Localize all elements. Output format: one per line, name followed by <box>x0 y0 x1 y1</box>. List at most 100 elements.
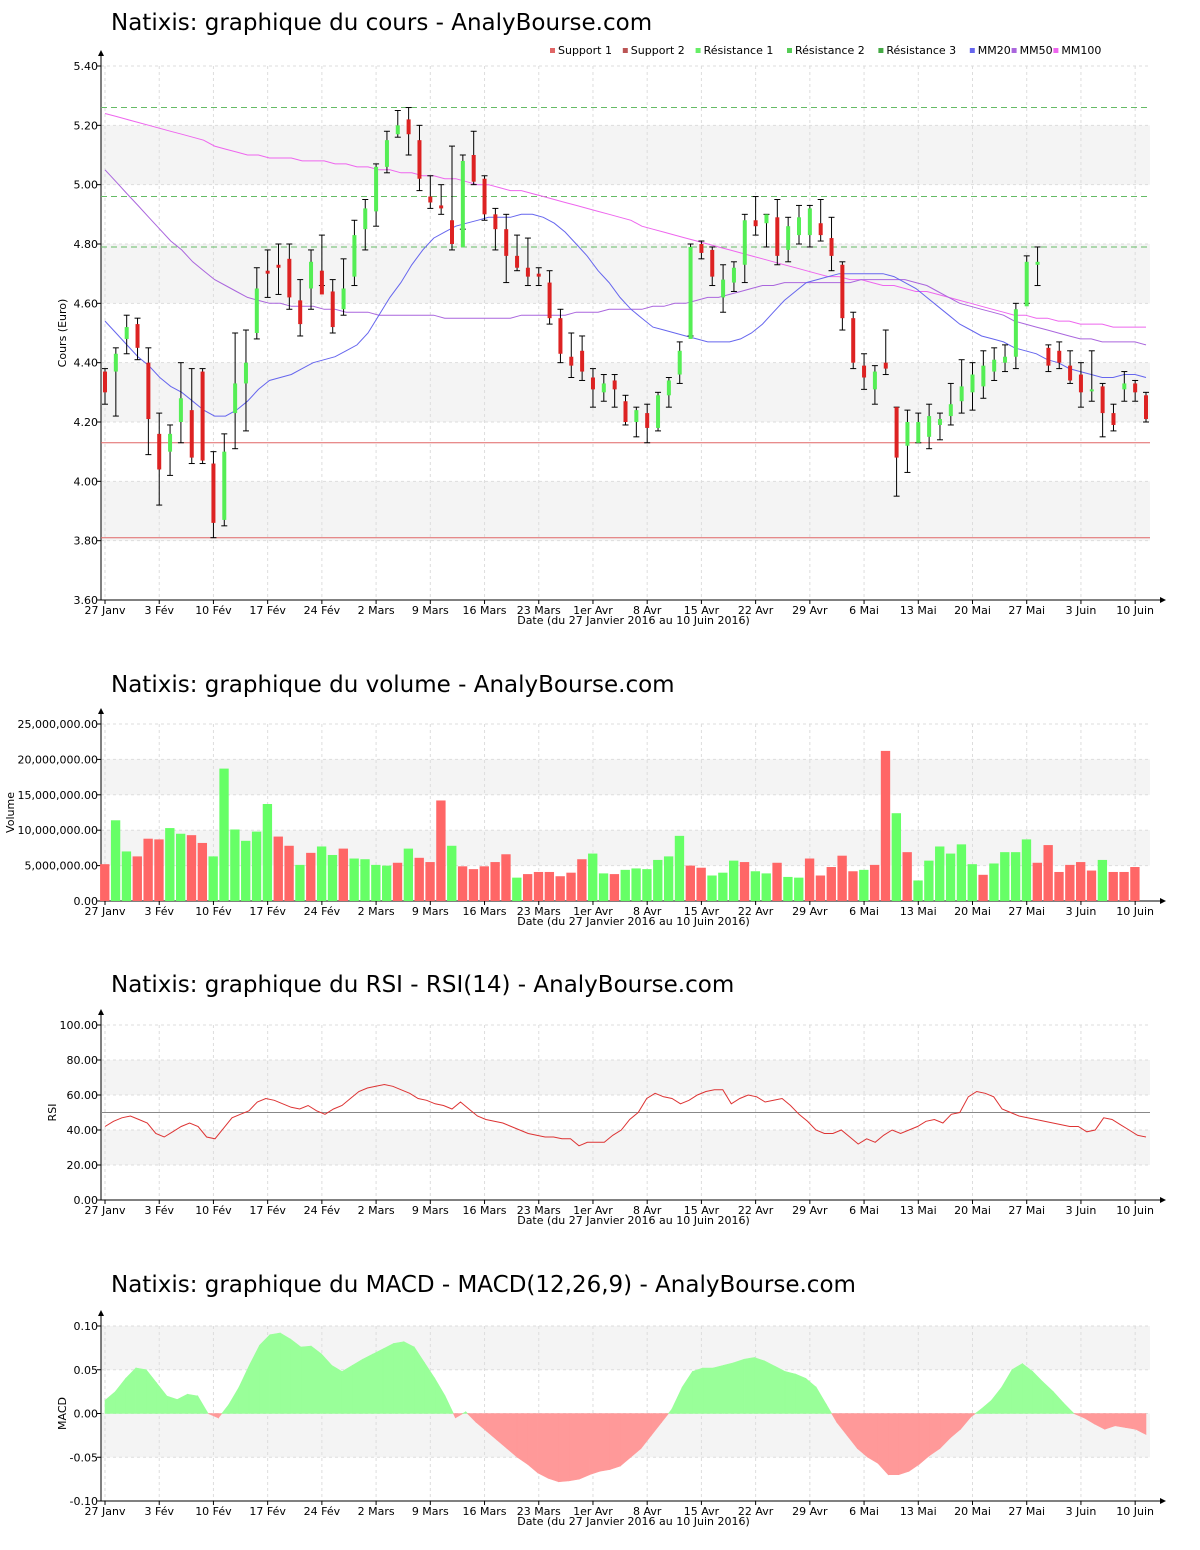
candle-body <box>363 208 368 230</box>
candle <box>394 110 401 138</box>
mm20-line <box>104 213 1147 417</box>
candle <box>785 216 792 263</box>
x-tick-label: 16 Mars <box>463 604 507 617</box>
candle <box>351 219 358 287</box>
volume-bar <box>956 844 967 901</box>
candle-body <box>254 288 259 333</box>
candle <box>904 409 911 473</box>
candle <box>275 243 282 295</box>
x-tick-label: 27 Janv <box>85 604 126 617</box>
candle <box>730 261 737 292</box>
candle-body <box>1122 383 1127 390</box>
candle-body <box>482 178 487 215</box>
x-tick-label: 3 Juin <box>1066 1204 1097 1217</box>
candle <box>1056 341 1063 370</box>
volume-chart-panel: Natixis: graphique du volume - AnalyBour… <box>0 660 1200 940</box>
rsi-chart-title: Natixis: graphique du RSI - RSI(14) - An… <box>111 972 735 998</box>
y-axis-label: MACD <box>56 1397 69 1430</box>
macd-positive-area <box>805 1377 817 1414</box>
x-tick-label: 20 Mai <box>954 905 991 918</box>
macd-chart-title: Natixis: graphique du MACD - MACD(12,26,… <box>111 1272 856 1298</box>
candle <box>112 347 119 417</box>
x-tick-label: 3 Fév <box>144 1505 174 1518</box>
x-tick-label: 8 Avr <box>633 1204 662 1217</box>
volume-bar <box>360 859 370 901</box>
y-tick-label: 80.00 <box>67 1054 99 1067</box>
macd-positive-area <box>341 1364 353 1414</box>
volume-bar <box>447 845 457 901</box>
volume-bar <box>588 853 598 901</box>
volume-bar <box>880 750 891 901</box>
volume-bar <box>859 869 869 901</box>
y-axis-arrow <box>98 1310 104 1316</box>
legend-swatch <box>969 48 975 53</box>
candle <box>514 234 521 272</box>
x-tick-label: 10 Fév <box>195 604 232 617</box>
volume-bar <box>208 856 218 901</box>
candle <box>763 213 770 248</box>
candle <box>199 368 206 465</box>
volume-bar <box>848 871 858 901</box>
x-tick-label: 29 Avr <box>792 604 828 617</box>
candle <box>871 365 878 405</box>
macd-positive-area <box>1011 1363 1023 1414</box>
x-tick-label: 10 Juin <box>1116 604 1154 617</box>
macd-positive-area <box>723 1362 735 1414</box>
y-tick-label: 3.80 <box>74 535 99 548</box>
macd-positive-area <box>393 1341 405 1414</box>
volume-bar <box>815 875 826 901</box>
x-tick-label: 27 Janv <box>85 1204 126 1217</box>
x-axis-arrow <box>1160 898 1166 904</box>
candle-body <box>146 362 151 420</box>
macd-negative-area <box>918 1413 930 1465</box>
legend-swatch <box>1011 48 1017 53</box>
macd-positive-area <box>104 1390 116 1414</box>
y-axis-label: RSI <box>46 1104 59 1122</box>
x-tick-label: 8 Avr <box>633 1505 662 1518</box>
macd-positive-area <box>187 1393 199 1414</box>
volume-bar <box>392 862 403 901</box>
volume-bar <box>327 854 338 901</box>
candle-body <box>113 353 118 372</box>
volume-bar <box>338 848 348 901</box>
macd-negative-area <box>558 1413 570 1483</box>
y-axis-label: Volume <box>4 792 17 833</box>
x-tick-label: 6 Mai <box>849 1505 879 1518</box>
volume-bar <box>609 874 620 901</box>
x-tick-label: 13 Mai <box>900 1505 937 1518</box>
candle <box>720 264 727 313</box>
candle <box>210 451 217 539</box>
x-tick-label: 3 Fév <box>144 1204 174 1217</box>
candle <box>416 124 423 192</box>
candle <box>535 267 542 287</box>
candle <box>557 308 564 364</box>
macd-positive-area <box>290 1338 302 1414</box>
candle-body <box>764 214 769 224</box>
volume-bar <box>598 873 609 901</box>
volume-bar <box>663 856 674 901</box>
candle-body <box>623 401 628 422</box>
candle <box>1121 371 1128 402</box>
y-tick-label: 5.20 <box>74 119 99 132</box>
macd-positive-area <box>424 1361 436 1414</box>
y-tick-label: 5,000,000.00 <box>25 860 98 873</box>
candle-body <box>103 371 107 393</box>
candle <box>676 341 683 384</box>
x-tick-label: 17 Fév <box>249 1505 286 1518</box>
macd-positive-area <box>221 1403 229 1414</box>
y-tick-label: 4.20 <box>74 416 99 429</box>
macd-negative-area <box>527 1413 539 1474</box>
x-tick-label: 22 Avr <box>738 1204 774 1217</box>
volume-bar <box>837 855 847 901</box>
macd-positive-area <box>352 1358 363 1414</box>
candle <box>1099 382 1106 438</box>
candle-body <box>883 362 888 369</box>
candle-body <box>222 451 227 520</box>
volume-bar <box>794 877 804 901</box>
candle-body <box>699 244 704 253</box>
x-tick-label: 8 Avr <box>633 905 662 918</box>
macd-positive-area <box>1022 1363 1033 1414</box>
candle <box>915 412 922 444</box>
x-tick-label: 17 Fév <box>249 604 286 617</box>
candle <box>828 216 835 272</box>
